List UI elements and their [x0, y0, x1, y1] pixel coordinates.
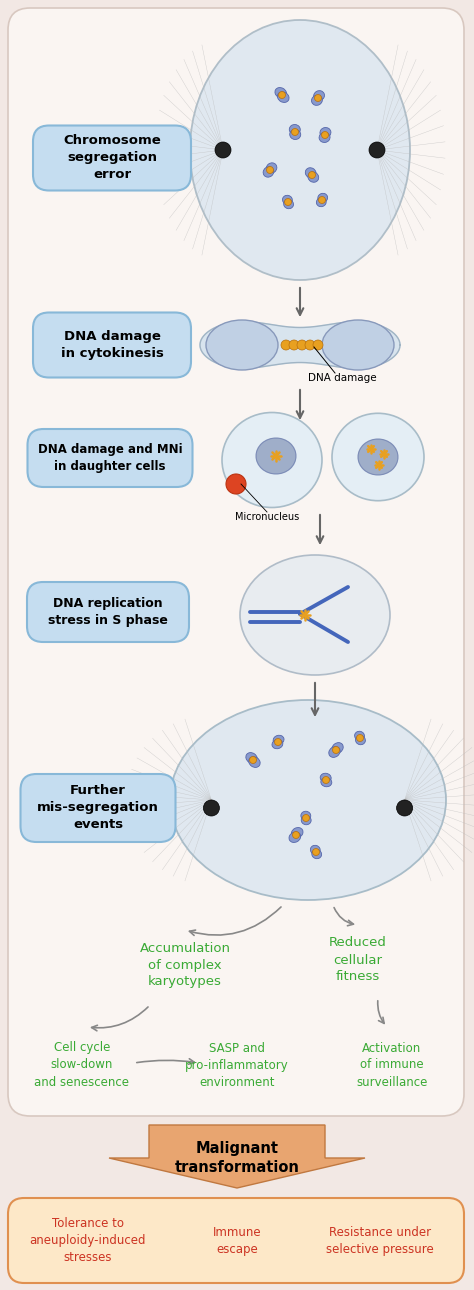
Circle shape — [292, 129, 299, 135]
Circle shape — [297, 341, 307, 350]
Circle shape — [284, 199, 292, 205]
Ellipse shape — [322, 320, 394, 370]
Text: Accumulation
of complex
karyotypes: Accumulation of complex karyotypes — [139, 942, 230, 988]
Circle shape — [332, 747, 339, 753]
Circle shape — [289, 341, 299, 350]
Text: Chromosome
segregation
error: Chromosome segregation error — [63, 134, 161, 182]
Ellipse shape — [320, 773, 331, 782]
Text: Immune
escape: Immune escape — [213, 1226, 261, 1255]
Text: DNA replication
stress in S phase: DNA replication stress in S phase — [48, 597, 168, 627]
Circle shape — [313, 341, 323, 350]
FancyBboxPatch shape — [33, 125, 191, 191]
Circle shape — [279, 92, 285, 98]
Text: Cell cycle
slow-down
and senescence: Cell cycle slow-down and senescence — [35, 1041, 129, 1089]
Circle shape — [356, 734, 364, 742]
Ellipse shape — [283, 200, 293, 209]
Circle shape — [319, 196, 326, 204]
Polygon shape — [200, 321, 400, 369]
Ellipse shape — [358, 439, 398, 475]
Ellipse shape — [275, 88, 287, 98]
Ellipse shape — [332, 743, 343, 753]
Ellipse shape — [290, 129, 301, 139]
FancyBboxPatch shape — [20, 774, 175, 842]
Text: Further
mis-segregation
events: Further mis-segregation events — [37, 784, 159, 832]
Ellipse shape — [292, 828, 303, 839]
Ellipse shape — [240, 555, 390, 675]
Circle shape — [203, 800, 219, 817]
Text: Reduced
cellular
fitness: Reduced cellular fitness — [329, 937, 387, 983]
Ellipse shape — [283, 195, 292, 204]
Ellipse shape — [277, 92, 289, 102]
Circle shape — [322, 777, 329, 783]
Ellipse shape — [222, 413, 322, 507]
Circle shape — [249, 756, 256, 764]
Text: DNA damage
in cytokinesis: DNA damage in cytokinesis — [61, 330, 164, 360]
Ellipse shape — [289, 125, 300, 134]
Ellipse shape — [263, 166, 274, 177]
Circle shape — [226, 473, 246, 494]
Circle shape — [266, 166, 273, 173]
Circle shape — [312, 849, 319, 855]
Circle shape — [315, 94, 321, 102]
Ellipse shape — [301, 811, 311, 820]
Circle shape — [215, 142, 231, 157]
Ellipse shape — [310, 845, 320, 854]
Ellipse shape — [305, 168, 316, 178]
Text: Resistance under
selective pressure: Resistance under selective pressure — [326, 1226, 434, 1255]
Ellipse shape — [329, 747, 340, 757]
Circle shape — [292, 832, 300, 839]
Ellipse shape — [272, 739, 283, 748]
Ellipse shape — [319, 133, 330, 142]
Circle shape — [305, 341, 315, 350]
Text: SASP and
pro-inflammatory
environment: SASP and pro-inflammatory environment — [185, 1041, 289, 1089]
Ellipse shape — [301, 815, 311, 824]
Ellipse shape — [317, 197, 326, 206]
Polygon shape — [109, 1125, 365, 1188]
Ellipse shape — [246, 752, 257, 764]
Ellipse shape — [355, 731, 365, 740]
Ellipse shape — [308, 172, 319, 182]
Circle shape — [302, 814, 310, 822]
Ellipse shape — [356, 735, 365, 744]
Circle shape — [369, 142, 385, 157]
Ellipse shape — [249, 757, 260, 768]
Circle shape — [397, 800, 412, 817]
Ellipse shape — [311, 95, 322, 106]
Ellipse shape — [170, 700, 446, 900]
Circle shape — [281, 341, 291, 350]
FancyBboxPatch shape — [27, 582, 189, 642]
Ellipse shape — [318, 194, 328, 203]
Text: DNA damage and MNi
in daughter cells: DNA damage and MNi in daughter cells — [38, 442, 182, 473]
Text: DNA damage: DNA damage — [308, 373, 376, 383]
Ellipse shape — [314, 90, 325, 101]
Text: Activation
of immune
surveillance: Activation of immune surveillance — [356, 1041, 428, 1089]
Circle shape — [321, 132, 328, 138]
Ellipse shape — [320, 128, 331, 138]
FancyBboxPatch shape — [8, 8, 464, 1116]
Ellipse shape — [273, 735, 284, 744]
Ellipse shape — [321, 778, 332, 787]
Ellipse shape — [256, 439, 296, 473]
FancyBboxPatch shape — [27, 430, 192, 488]
Ellipse shape — [312, 850, 321, 859]
Ellipse shape — [266, 163, 277, 173]
FancyBboxPatch shape — [8, 1198, 464, 1284]
Circle shape — [309, 172, 316, 178]
Text: Tolerance to
aneuploidy-induced
stresses: Tolerance to aneuploidy-induced stresses — [30, 1216, 146, 1264]
Circle shape — [274, 738, 282, 746]
Text: Malignant
transformation: Malignant transformation — [174, 1142, 300, 1175]
Ellipse shape — [206, 320, 278, 370]
FancyBboxPatch shape — [33, 312, 191, 378]
Ellipse shape — [332, 413, 424, 501]
Text: Micronucleus: Micronucleus — [235, 512, 299, 522]
Ellipse shape — [190, 21, 410, 280]
Ellipse shape — [289, 832, 301, 842]
